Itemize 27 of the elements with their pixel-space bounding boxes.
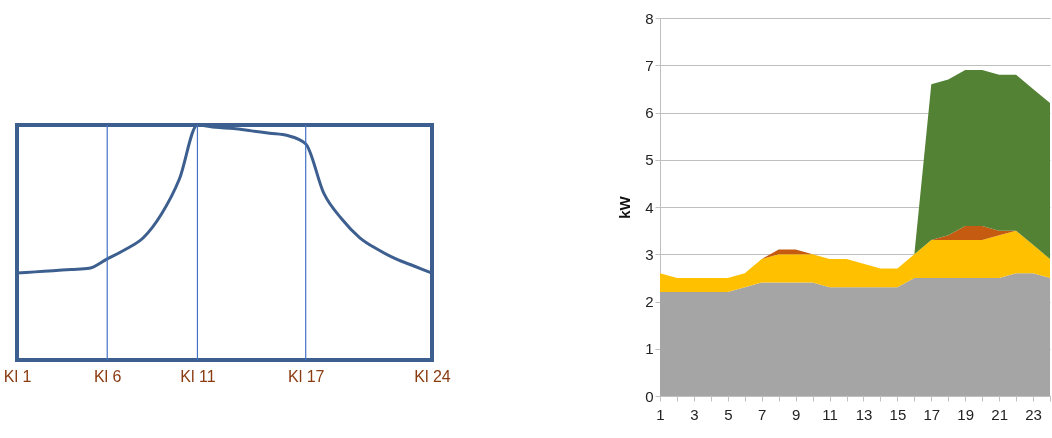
y-tick-label: 3 (645, 245, 654, 263)
x-tick-label: 11 (822, 405, 838, 423)
x-tick-label: 1 (656, 405, 665, 423)
x-tick-label: 3 (690, 405, 699, 423)
y-tick-label: 0 (645, 387, 654, 405)
y-tick-label: 1 (645, 340, 654, 358)
x-tick-label: 13 (855, 405, 873, 423)
x-tick-label: Kl 1 (3, 367, 32, 385)
x-tick-label: 7 (758, 405, 767, 423)
x-tick-label: 19 (957, 405, 975, 423)
y-tick-label: 6 (645, 104, 654, 121)
x-tick-label: Kl 6 (93, 367, 122, 385)
y-axis-title: kW (616, 195, 634, 219)
x-tick-label: 21 (991, 405, 1008, 423)
y-tick-label: 5 (645, 151, 654, 169)
x-tick-label: Kl 24 (414, 367, 451, 385)
x-tick-label: 15 (889, 405, 907, 423)
x-tick-label: 17 (923, 405, 941, 423)
x-tick-label: Kl 17 (287, 367, 325, 385)
x-tick-label: Kl 11 (180, 367, 216, 385)
x-tick-label: 23 (1025, 405, 1042, 423)
y-tick-label: 7 (645, 56, 654, 74)
y-tick-label: 4 (645, 198, 654, 216)
x-tick-label: 9 (791, 405, 801, 423)
y-tick-label: 2 (645, 293, 654, 310)
x-tick-label: 5 (724, 405, 733, 423)
y-tick-label: 8 (645, 9, 654, 27)
